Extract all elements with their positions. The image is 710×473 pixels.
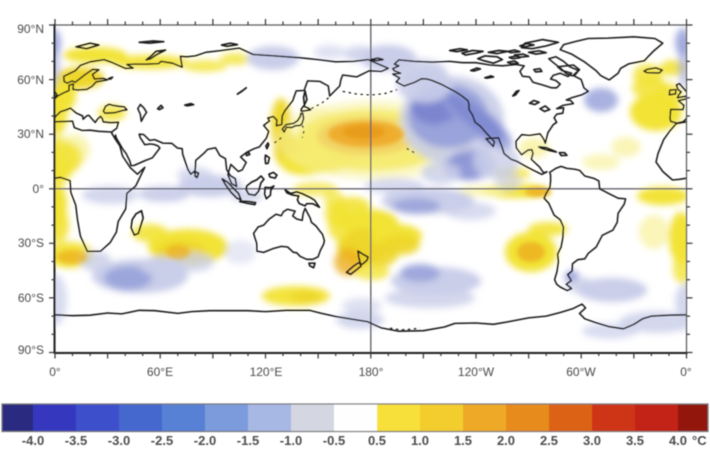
svg-text:-3.5: -3.5 <box>65 433 87 448</box>
svg-text:0.5: 0.5 <box>368 433 386 448</box>
svg-text:-0.5: -0.5 <box>323 433 345 448</box>
svg-text:-2.0: -2.0 <box>194 433 216 448</box>
svg-text:-1.0: -1.0 <box>280 433 302 448</box>
svg-text:2.0: 2.0 <box>497 433 515 448</box>
svg-text:60°S: 60°S <box>18 291 44 305</box>
svg-text:1.0: 1.0 <box>411 433 429 448</box>
svg-text:-2.5: -2.5 <box>151 433 173 448</box>
svg-text:-1.5: -1.5 <box>237 433 259 448</box>
svg-text:0°: 0° <box>49 365 61 379</box>
svg-text:3.0: 3.0 <box>583 433 601 448</box>
svg-text:2.5: 2.5 <box>540 433 558 448</box>
svg-text:30°N: 30°N <box>17 127 44 141</box>
svg-text:60°E: 60°E <box>147 365 173 379</box>
svg-text:0°: 0° <box>33 182 45 196</box>
svg-text:3.5: 3.5 <box>626 433 644 448</box>
svg-text:90°S: 90°S <box>18 343 44 357</box>
svg-text:60°N: 60°N <box>17 73 44 87</box>
svg-text:60°W: 60°W <box>566 365 596 379</box>
svg-text:°C: °C <box>692 433 707 448</box>
svg-text:0°: 0° <box>680 365 692 379</box>
svg-text:-3.0: -3.0 <box>108 433 130 448</box>
svg-text:-4.0: -4.0 <box>22 433 44 448</box>
svg-text:4.0: 4.0 <box>669 433 687 448</box>
svg-text:120°E: 120°E <box>250 365 283 379</box>
svg-text:30°S: 30°S <box>18 236 44 250</box>
svg-text:120°W: 120°W <box>458 365 495 379</box>
svg-text:90°N: 90°N <box>17 22 44 36</box>
svg-text:1.5: 1.5 <box>454 433 472 448</box>
svg-text:180°: 180° <box>359 365 384 379</box>
